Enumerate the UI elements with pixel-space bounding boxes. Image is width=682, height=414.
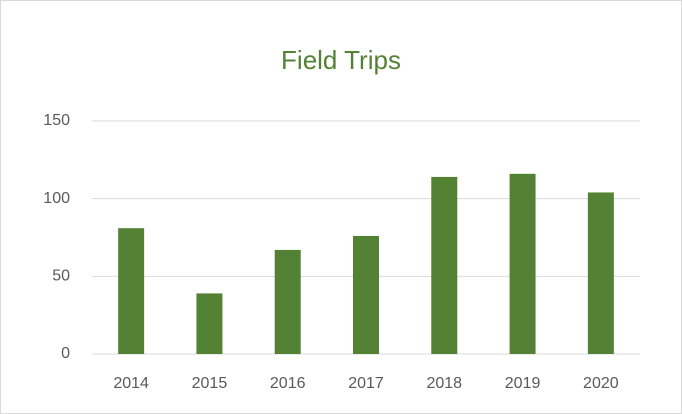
x-tick-label: 2020 — [583, 375, 619, 392]
x-tick-label: 2017 — [348, 375, 384, 392]
bar — [509, 173, 536, 354]
x-tick-label: 2015 — [192, 375, 228, 392]
x-tick-label: 2019 — [505, 375, 541, 392]
bar — [118, 228, 145, 354]
bar — [196, 293, 223, 354]
chart-title: Field Trips — [281, 45, 401, 75]
y-tick-label: 150 — [43, 112, 70, 129]
x-tick-label: 2016 — [270, 375, 306, 392]
bar — [587, 192, 614, 354]
y-tick-label: 0 — [61, 345, 70, 362]
y-tick-label: 100 — [43, 190, 70, 207]
bar — [274, 249, 301, 354]
x-tick-label: 2018 — [426, 375, 462, 392]
bar — [431, 176, 458, 354]
y-tick-label: 50 — [52, 268, 70, 285]
bar — [353, 235, 379, 354]
x-tick-label: 2014 — [113, 375, 149, 392]
